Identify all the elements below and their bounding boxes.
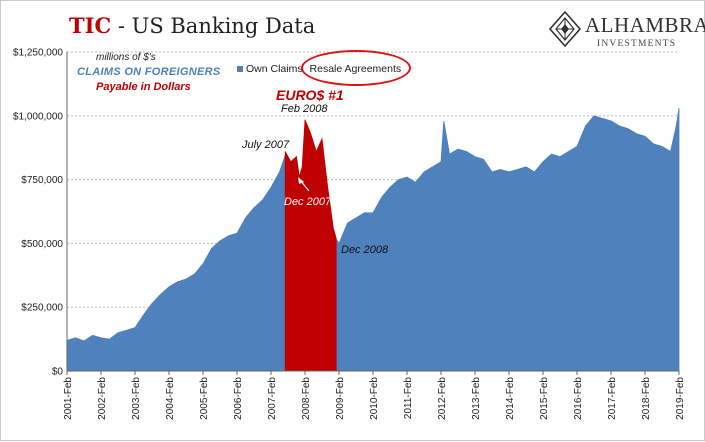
x-tick-label: 2009-Feb xyxy=(335,377,346,420)
area-resale-agreements xyxy=(284,119,337,372)
y-tick-label: $1,250,000 xyxy=(13,48,63,59)
euro-annotation: EURO$ #1 xyxy=(276,87,344,103)
x-tick-label: 2008-Feb xyxy=(301,377,312,420)
arrow-head xyxy=(298,177,304,184)
y-tick-label: $1,000,000 xyxy=(13,111,63,122)
y-axis-labels: $0 $250,000 $500,000 $750,000 $1,000,000 $1,2… xyxy=(13,48,63,378)
x-tick-label: 2001-Feb xyxy=(63,377,74,420)
legend-item-own-claims: Own Claims xyxy=(237,63,303,75)
chart-title-accent: TIC xyxy=(69,13,112,38)
annotation-feb-2008: Feb 2008 xyxy=(281,103,328,115)
legend-label-own-claims: Own Claims xyxy=(246,63,303,75)
x-tick-label: 2013-Feb xyxy=(471,377,482,420)
annotation-dec-2008: Dec 2008 xyxy=(341,244,389,256)
x-tick-label: 2017-Feb xyxy=(607,377,618,420)
diamond-lattice-icon xyxy=(549,11,581,47)
x-tick-label: 2010-Feb xyxy=(369,377,380,420)
claims-label: CLAIMS ON FOREIGNERS xyxy=(77,66,221,78)
y-tick-label: $0 xyxy=(52,367,64,378)
annotation-arrow xyxy=(298,177,310,192)
chart-areas xyxy=(66,108,680,372)
x-tick-label: 2007-Feb xyxy=(267,377,278,420)
x-tick-label: 2018-Feb xyxy=(641,377,652,420)
logo-name: ALHAMBRA xyxy=(585,13,705,37)
x-tick-label: 2014-Feb xyxy=(505,377,516,420)
legend-highlight-oval xyxy=(301,50,411,86)
x-tick-label: 2012-Feb xyxy=(437,377,448,420)
area-own-claims xyxy=(66,108,680,372)
x-tick-label: 2015-Feb xyxy=(539,377,550,420)
legend-swatch-own-claims xyxy=(237,66,243,73)
logo-subtitle: INVESTMENTS xyxy=(597,39,677,49)
x-tick-label: 2002-Feb xyxy=(97,377,108,420)
x-tick-label: 2004-Feb xyxy=(165,377,176,420)
x-tick-label: 2016-Feb xyxy=(573,377,584,420)
brand-logo: ALHAMBRA INVESTMENTS xyxy=(549,9,705,53)
x-tick-label: 2019-Feb xyxy=(675,377,686,420)
y-tick-label: $250,000 xyxy=(21,303,63,314)
x-tick-label: 2011-Feb xyxy=(403,377,414,420)
annotation-july-2007: July 2007 xyxy=(242,139,290,151)
x-tick-label: 2003-Feb xyxy=(131,377,142,420)
annotation-dec-2007: Dec 2007 xyxy=(284,196,332,208)
chart-title: TIC - US Banking Data xyxy=(69,13,315,38)
chart-title-rest: - US Banking Data xyxy=(111,14,316,38)
y-tick-label: $750,000 xyxy=(21,175,63,186)
x-tick-label: 2006-Feb xyxy=(233,377,244,420)
x-axis-labels: 2001-Feb 2002-Feb 2003-Feb 2004-Feb 2005-Feb… xyxy=(63,377,686,420)
x-tick-label: 2005-Feb xyxy=(199,377,210,420)
units-label: millions of $'s xyxy=(96,52,156,63)
chart-axes xyxy=(66,52,680,375)
payable-label: Payable in Dollars xyxy=(96,81,191,93)
y-tick-label: $500,000 xyxy=(21,239,63,250)
